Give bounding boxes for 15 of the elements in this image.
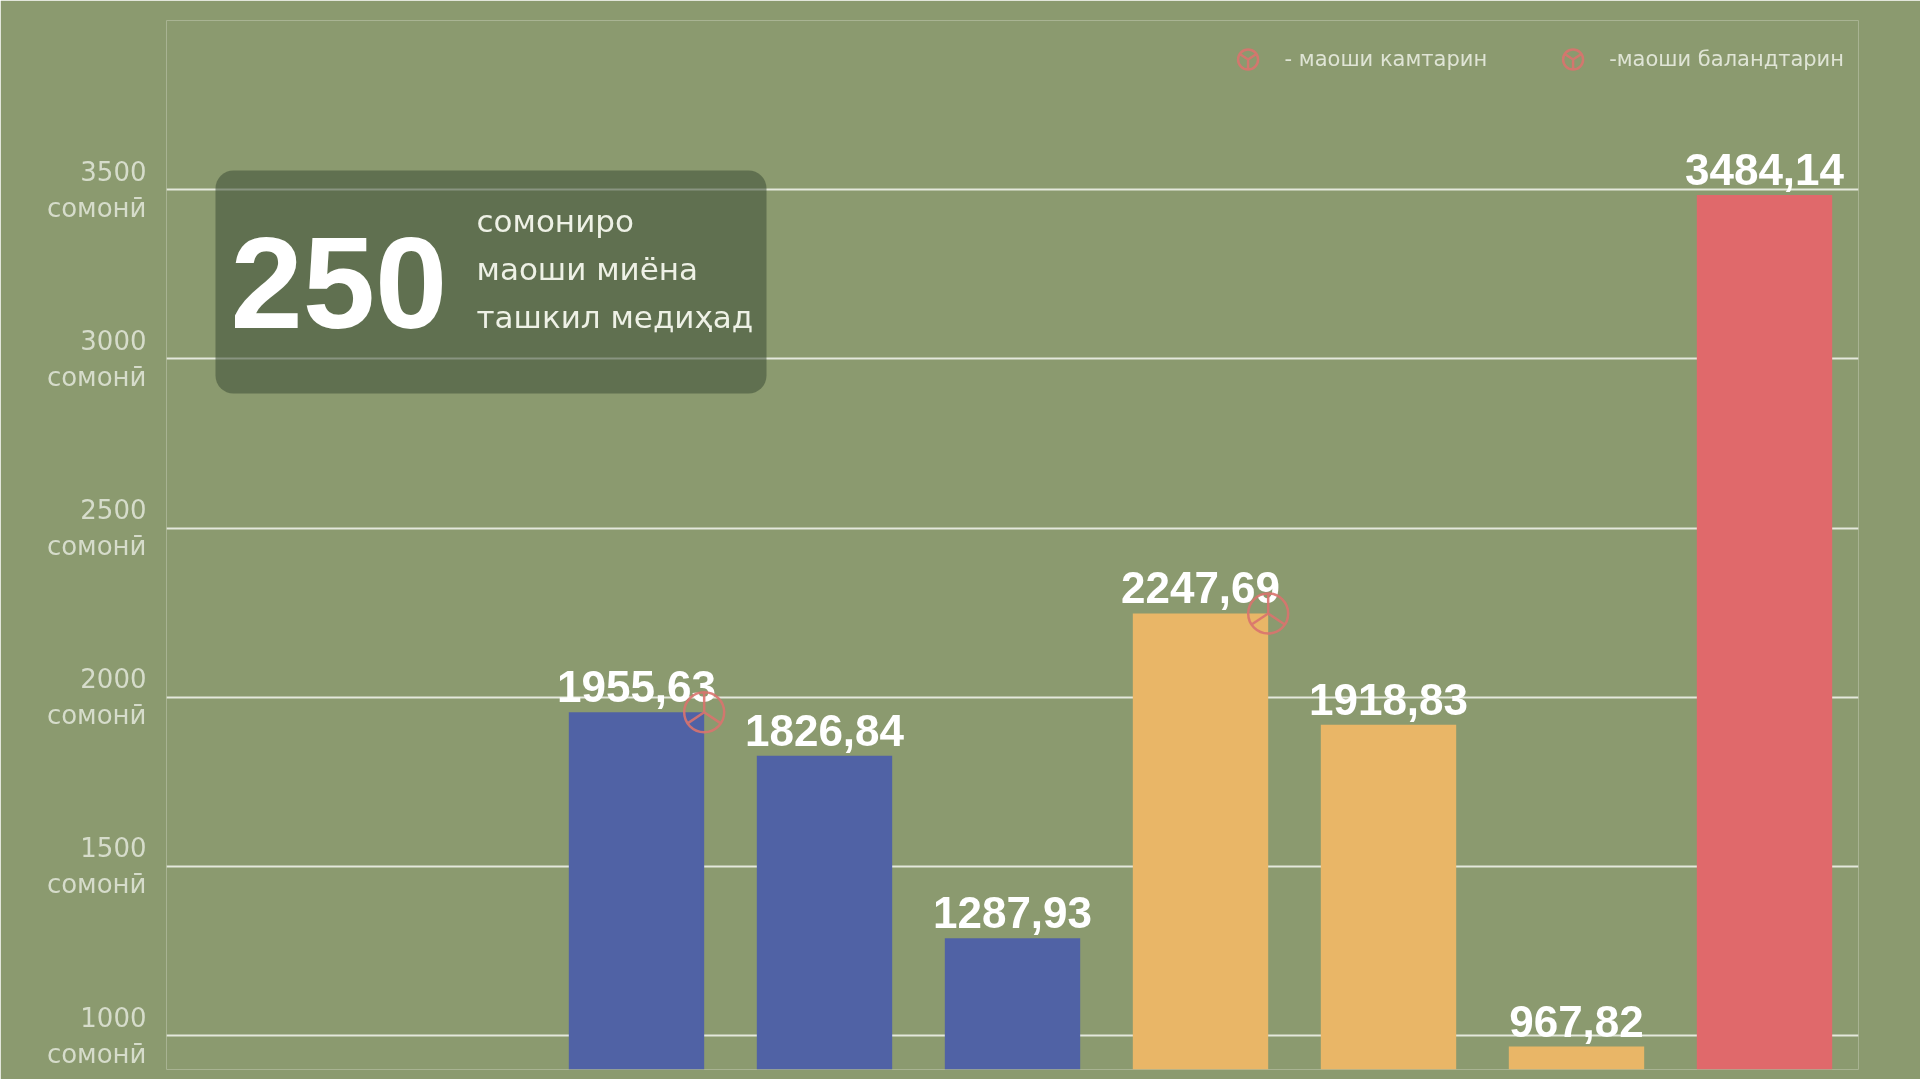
y-tick-label: 1500 сомонӣ: [46, 833, 147, 900]
legend-label: - маоши камтарин: [1284, 47, 1488, 71]
data-label: 967,82: [1509, 996, 1644, 1046]
data-label: 1287,93: [932, 888, 1093, 938]
annotation: сомониро маоши миёна ташкил медиҳад: [476, 202, 754, 335]
legend-label: -маоши баландтарин: [1609, 47, 1844, 71]
data-label: 3484,14: [1684, 145, 1845, 195]
annotation: 250: [230, 209, 448, 356]
y-tick-label: 2500 сомонӣ: [46, 495, 147, 562]
data-label: 1826,84: [744, 705, 905, 755]
y-tick-label: 2000 сомонӣ: [46, 664, 147, 731]
y-tick-label: 3000 сомонӣ: [46, 325, 147, 392]
data-label: 2247,69: [1120, 563, 1281, 613]
y-tick-label: 1000 сомонӣ: [46, 1002, 147, 1069]
y-tick-label: 3500 сомонӣ: [46, 156, 147, 223]
